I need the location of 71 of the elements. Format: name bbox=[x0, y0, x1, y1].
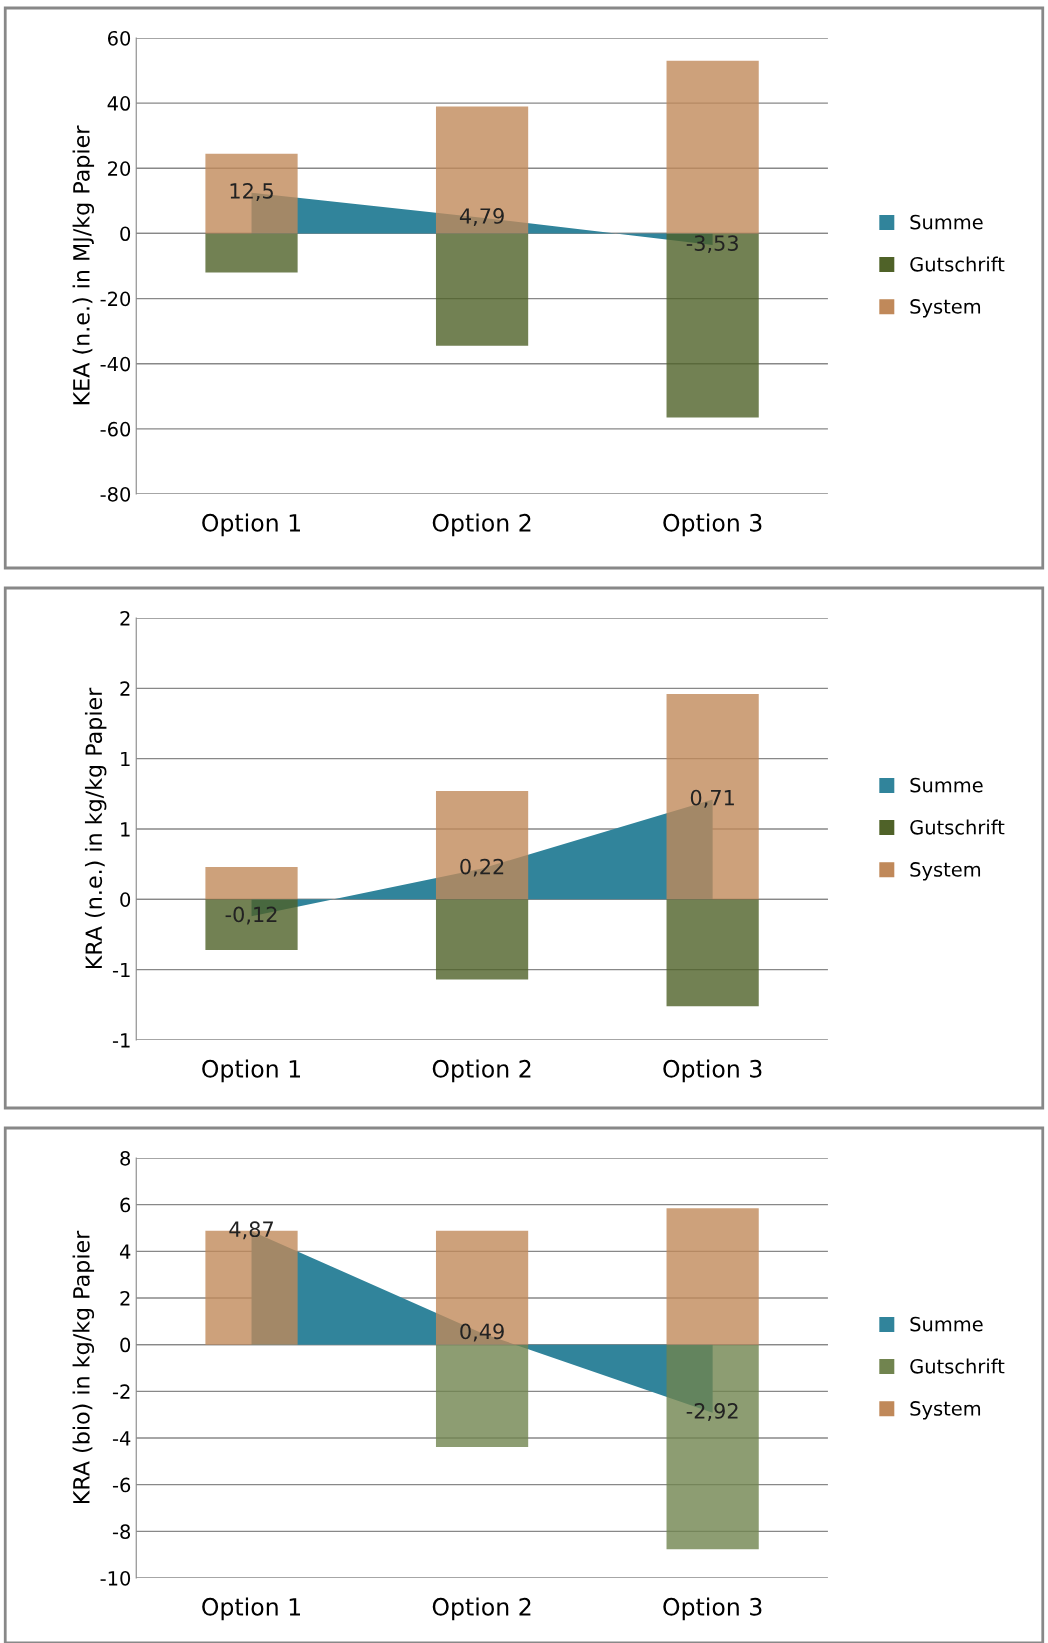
legend-label: System bbox=[910, 1401, 981, 1420]
data-label: 12,5 bbox=[230, 183, 273, 201]
legend-label: Gutschrift bbox=[910, 1358, 1005, 1374]
legend-label: Summe bbox=[910, 214, 983, 230]
y-tick-label: -60 bbox=[100, 421, 131, 437]
bar bbox=[435, 233, 529, 346]
y-tick-label: 60 bbox=[107, 30, 131, 46]
legend-label: Summe bbox=[910, 1316, 983, 1332]
bar bbox=[435, 899, 529, 980]
y-tick-label: 40 bbox=[107, 96, 131, 111]
y-axis-title: KEA (n.e.) in MJ/kg Papier bbox=[72, 125, 95, 405]
data-label: 0,49 bbox=[460, 1323, 504, 1342]
y-tick-label: -2 bbox=[112, 1384, 130, 1399]
y-tick-label: 2 bbox=[120, 681, 130, 696]
y-tick-label: -1 bbox=[112, 962, 130, 978]
bar bbox=[666, 1208, 759, 1345]
y-tick-label: 0 bbox=[120, 892, 131, 907]
bar bbox=[435, 791, 529, 900]
y-tick-label: -20 bbox=[100, 291, 131, 307]
x-tick-label: Option 3 bbox=[663, 513, 762, 537]
y-tick-label: -8 bbox=[112, 1524, 131, 1539]
y-tick-label: -80 bbox=[100, 486, 131, 502]
bar bbox=[666, 1344, 759, 1550]
x-tick-label: Option 2 bbox=[432, 513, 531, 537]
y-tick-label: 8 bbox=[120, 1150, 131, 1166]
x-tick-label: Option 3 bbox=[663, 1597, 762, 1621]
data-label: 0,22 bbox=[460, 858, 504, 877]
y-tick-label: 1 bbox=[121, 822, 130, 837]
bar bbox=[666, 693, 759, 900]
data-label: -3,53 bbox=[686, 235, 738, 254]
data-label: -0,12 bbox=[225, 906, 277, 925]
y-tick-label: 20 bbox=[108, 161, 131, 176]
x-tick-label: Option 1 bbox=[202, 1597, 300, 1621]
x-tick-label: Option 1 bbox=[202, 513, 300, 537]
bar bbox=[666, 60, 759, 234]
legend-label: System bbox=[910, 862, 981, 881]
bar bbox=[666, 899, 759, 1007]
y-tick-label: 2 bbox=[120, 610, 130, 626]
x-tick-label: Option 3 bbox=[663, 1059, 762, 1083]
bar bbox=[435, 1344, 529, 1448]
bar bbox=[435, 1230, 529, 1345]
legend-label: System bbox=[910, 299, 981, 318]
y-tick-label: 0 bbox=[120, 226, 131, 242]
data-label: 4,87 bbox=[229, 1221, 273, 1240]
x-tick-label: Option 1 bbox=[202, 1059, 300, 1083]
y-axis-title: KRA (bio) in kg/kg Papier bbox=[72, 1230, 95, 1504]
y-tick-label: -4 bbox=[112, 1431, 131, 1446]
data-label: 0,71 bbox=[690, 789, 734, 808]
y-tick-label: 4 bbox=[119, 1244, 131, 1259]
y-tick-label: -1 bbox=[112, 1033, 130, 1048]
bar bbox=[435, 106, 529, 234]
bar bbox=[666, 233, 759, 418]
y-axis-title: KRA (n.e.) in kg/kg Papier bbox=[84, 687, 107, 969]
y-tick-label: -10 bbox=[100, 1570, 131, 1586]
y-tick-label: -6 bbox=[112, 1477, 131, 1493]
y-tick-label: 1 bbox=[121, 751, 130, 767]
bar bbox=[205, 899, 298, 950]
x-tick-label: Option 2 bbox=[432, 1059, 531, 1083]
legend-label: Gutschrift bbox=[910, 256, 1005, 272]
y-tick-label: 6 bbox=[120, 1197, 131, 1213]
data-label: 4,79 bbox=[459, 208, 504, 226]
bar bbox=[205, 866, 298, 900]
legend-label: Gutschrift bbox=[910, 819, 1005, 835]
bar bbox=[205, 233, 298, 273]
bar bbox=[205, 153, 298, 234]
y-tick-label: -40 bbox=[100, 356, 131, 372]
x-tick-label: Option 2 bbox=[432, 1597, 531, 1621]
legend-label: Summe bbox=[910, 777, 983, 793]
y-tick-label: 0 bbox=[120, 1337, 131, 1353]
data-label: -2,92 bbox=[686, 1403, 738, 1421]
y-tick-label: 2 bbox=[120, 1290, 130, 1306]
